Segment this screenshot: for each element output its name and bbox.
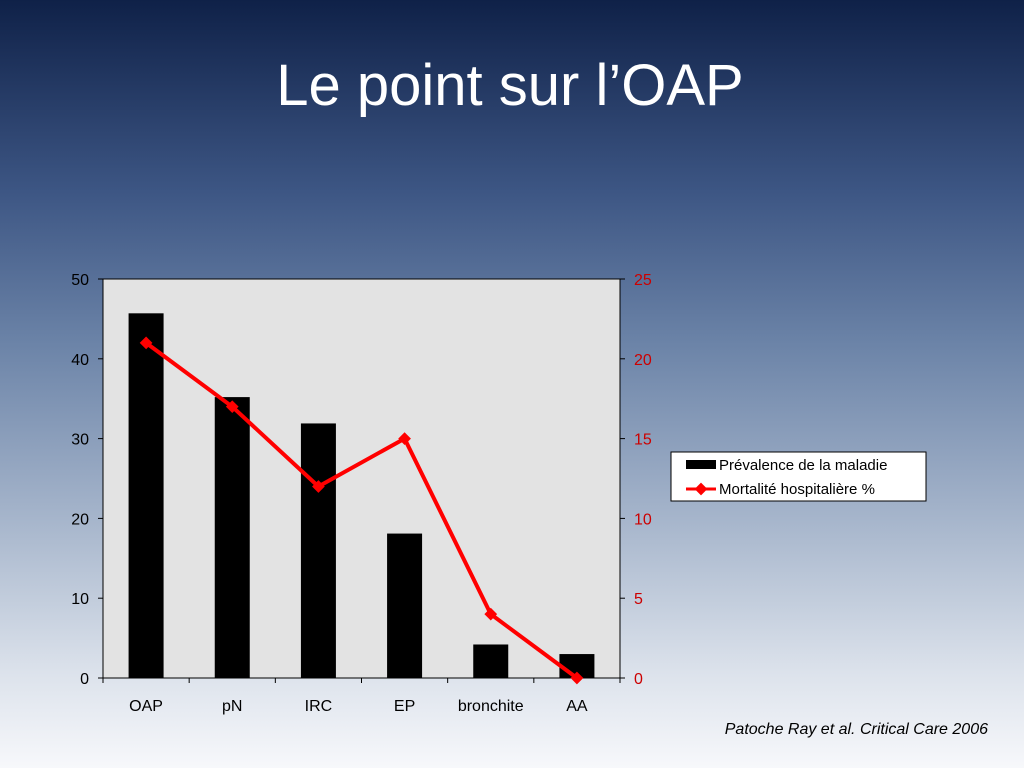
mortalite-line xyxy=(144,341,579,680)
x-tick-label: IRC xyxy=(305,698,333,715)
legend-swatch-bar xyxy=(686,460,716,469)
bar-series xyxy=(128,313,595,678)
legend-label-mortalite: Mortalité hospitalière % xyxy=(719,481,875,498)
y-right-tick-label: 5 xyxy=(634,591,643,608)
y-left-tick-label: 0 xyxy=(80,671,89,688)
mortalite-point-irc xyxy=(312,480,325,493)
y-right-tick-label: 0 xyxy=(634,671,643,688)
y-left-tick-label: 50 xyxy=(71,272,89,289)
line-series xyxy=(139,336,584,685)
x-tick-label: pN xyxy=(222,698,242,715)
plot-area xyxy=(102,278,621,679)
y-right-tick-label: 25 xyxy=(634,272,652,289)
y-left-tick-label: 30 xyxy=(71,432,89,449)
y-right-tick-label: 10 xyxy=(634,511,652,528)
x-tick-label: AA xyxy=(566,698,588,715)
y-left-tick-label: 10 xyxy=(71,591,89,608)
x-tick-label: OAP xyxy=(129,698,163,715)
mortalite-point-ep xyxy=(398,432,411,445)
y-left-tick-label: 20 xyxy=(71,511,89,528)
mortalite-point-oap xyxy=(139,336,153,350)
axes: 0 10 20 30 40 50 0 5 10 15 20 25 OAP pN IRC EP bronchite… xyxy=(71,272,652,715)
slide-title: Le point sur l’OAP xyxy=(276,53,744,118)
bar-irc xyxy=(300,423,336,678)
y-left-tick-label: 40 xyxy=(71,352,89,369)
legend-label-prevalence: Prévalence de la maladie xyxy=(719,457,887,474)
mortalite-point-pn xyxy=(225,400,239,414)
x-tick-label: EP xyxy=(394,698,415,715)
citation: Patoche Ray et al. Critical Care 2006 xyxy=(724,721,988,738)
bar-pn xyxy=(214,397,250,678)
y-right-tick-label: 15 xyxy=(634,432,652,449)
bar-oap xyxy=(128,313,164,678)
bar-bronchite xyxy=(473,644,509,678)
x-tick-label: bronchite xyxy=(458,698,524,715)
bar-ep xyxy=(387,533,423,678)
y-right-tick-label: 20 xyxy=(634,352,652,369)
legend: Prévalence de la maladie Mortalité hospi… xyxy=(670,451,927,502)
